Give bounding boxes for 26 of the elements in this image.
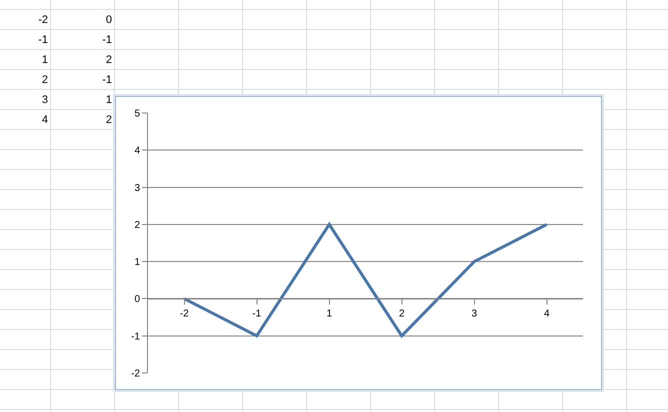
text: 0 bbox=[104, 13, 113, 28]
x-tick-label: 1 bbox=[326, 308, 332, 320]
y-tick-label: -1 bbox=[131, 331, 140, 342]
x-tick-label: -1 bbox=[252, 308, 262, 320]
text: -2 bbox=[37, 13, 49, 28]
x-tick-label: 3 bbox=[471, 308, 478, 320]
text: -1 bbox=[37, 33, 49, 48]
y-tick-label: 2 bbox=[134, 220, 140, 231]
text: 1 bbox=[40, 53, 49, 68]
text: 2 bbox=[40, 73, 49, 88]
y-tick-label: 1 bbox=[134, 257, 140, 268]
text: 1 bbox=[104, 93, 113, 108]
text: 3 bbox=[40, 93, 49, 108]
y-tick-label: 5 bbox=[134, 108, 140, 120]
text: -1 bbox=[101, 33, 113, 48]
text: 2 bbox=[104, 113, 113, 128]
y-tick-label: 4 bbox=[134, 146, 140, 157]
text: 4 bbox=[40, 113, 49, 128]
x-tick-label: 4 bbox=[544, 308, 550, 320]
y-tick-label: 3 bbox=[134, 182, 140, 194]
y-tick-label: -2 bbox=[131, 368, 140, 380]
x-tick-label: -2 bbox=[180, 308, 190, 320]
text: 2 bbox=[104, 53, 113, 68]
y-tick-label: 0 bbox=[134, 294, 140, 306]
x-tick-label: 2 bbox=[398, 308, 405, 320]
text: -1 bbox=[101, 73, 113, 88]
